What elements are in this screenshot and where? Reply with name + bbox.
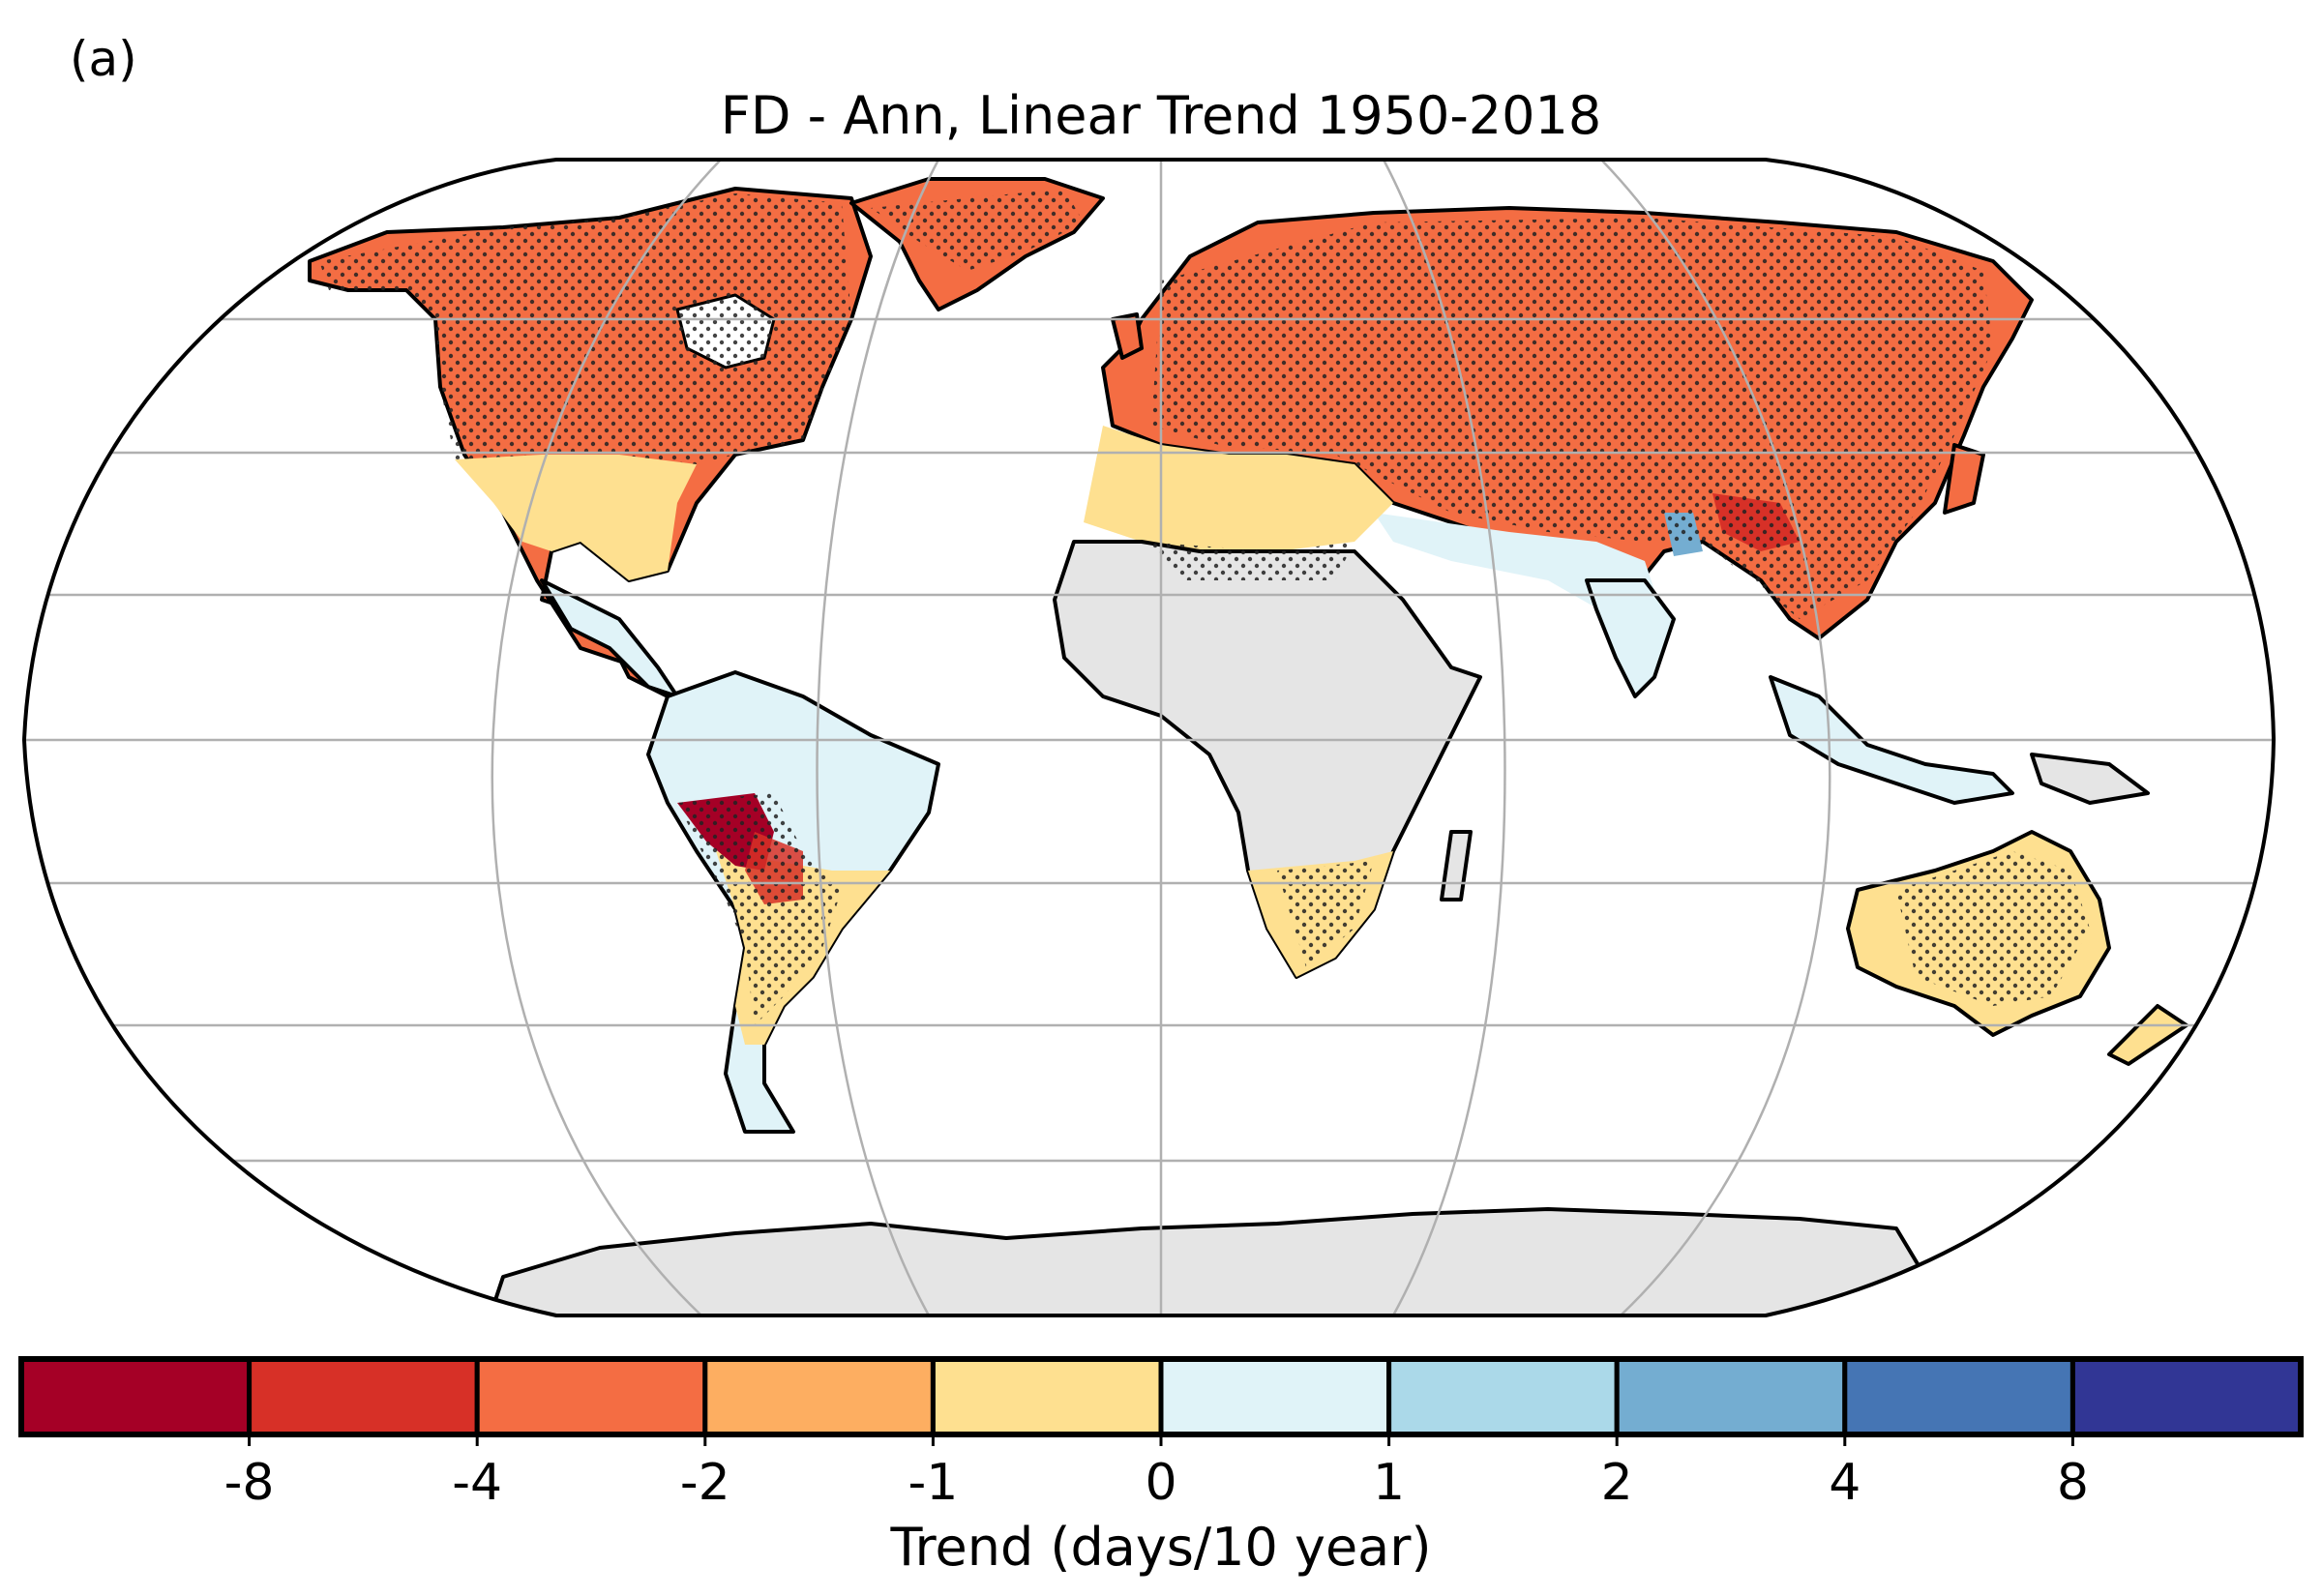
colorbar-swatch <box>1614 1356 1848 1437</box>
colorbar-swatch <box>1158 1356 1392 1437</box>
colorbar-tick-label: 1 <box>1373 1454 1405 1512</box>
new-zealand <box>2107 1004 2188 1066</box>
map-title: FD - Ann, Linear Trend 1950-2018 <box>721 85 1601 146</box>
colorbar-swatch <box>18 1356 253 1437</box>
iran-india-cool <box>1374 513 1664 677</box>
colorbar-swatch <box>474 1356 708 1437</box>
colorbar-swatches <box>18 1356 2304 1437</box>
india <box>1585 578 1676 698</box>
panel-label: (a) <box>70 31 137 87</box>
colorbar-swatch <box>1842 1356 2075 1437</box>
map-panel <box>21 158 2277 1317</box>
colorbar-swatch <box>247 1356 480 1437</box>
colorbar-swatch <box>702 1356 936 1437</box>
colorbar-ticks: -8 -4 -2 -1 0 1 2 4 8 <box>224 1434 2089 1512</box>
globe-outline <box>21 158 2277 1317</box>
japan <box>1943 443 1985 515</box>
colorbar-tick-label: -8 <box>224 1454 275 1512</box>
colorbar-tick-label: -1 <box>908 1454 958 1512</box>
se-asia <box>1769 675 2014 805</box>
colorbar-tick-label: -4 <box>452 1454 502 1512</box>
colorbar-tick-label: 8 <box>2057 1454 2089 1512</box>
colorbar-swatch <box>930 1356 1164 1437</box>
colorbar-tick-label: 2 <box>1601 1454 1633 1512</box>
colorbar-tick-label: 0 <box>1145 1454 1176 1512</box>
colorbar-swatch <box>1386 1356 1620 1437</box>
british-isles <box>1111 312 1144 360</box>
graticule <box>24 160 2274 1315</box>
new-guinea <box>2030 753 2150 805</box>
colorbar-tick-label: 4 <box>1829 1454 1861 1512</box>
colorbar-swatch <box>2069 1356 2304 1437</box>
colorbar-label: Trend (days/10 year) <box>889 1517 1431 1578</box>
us-south <box>455 455 697 580</box>
colorbar: -8 -4 -2 -1 0 1 2 4 8 Trend (days/10 year) <box>18 1356 2304 1578</box>
colorbar-tick-label: -2 <box>680 1454 730 1512</box>
